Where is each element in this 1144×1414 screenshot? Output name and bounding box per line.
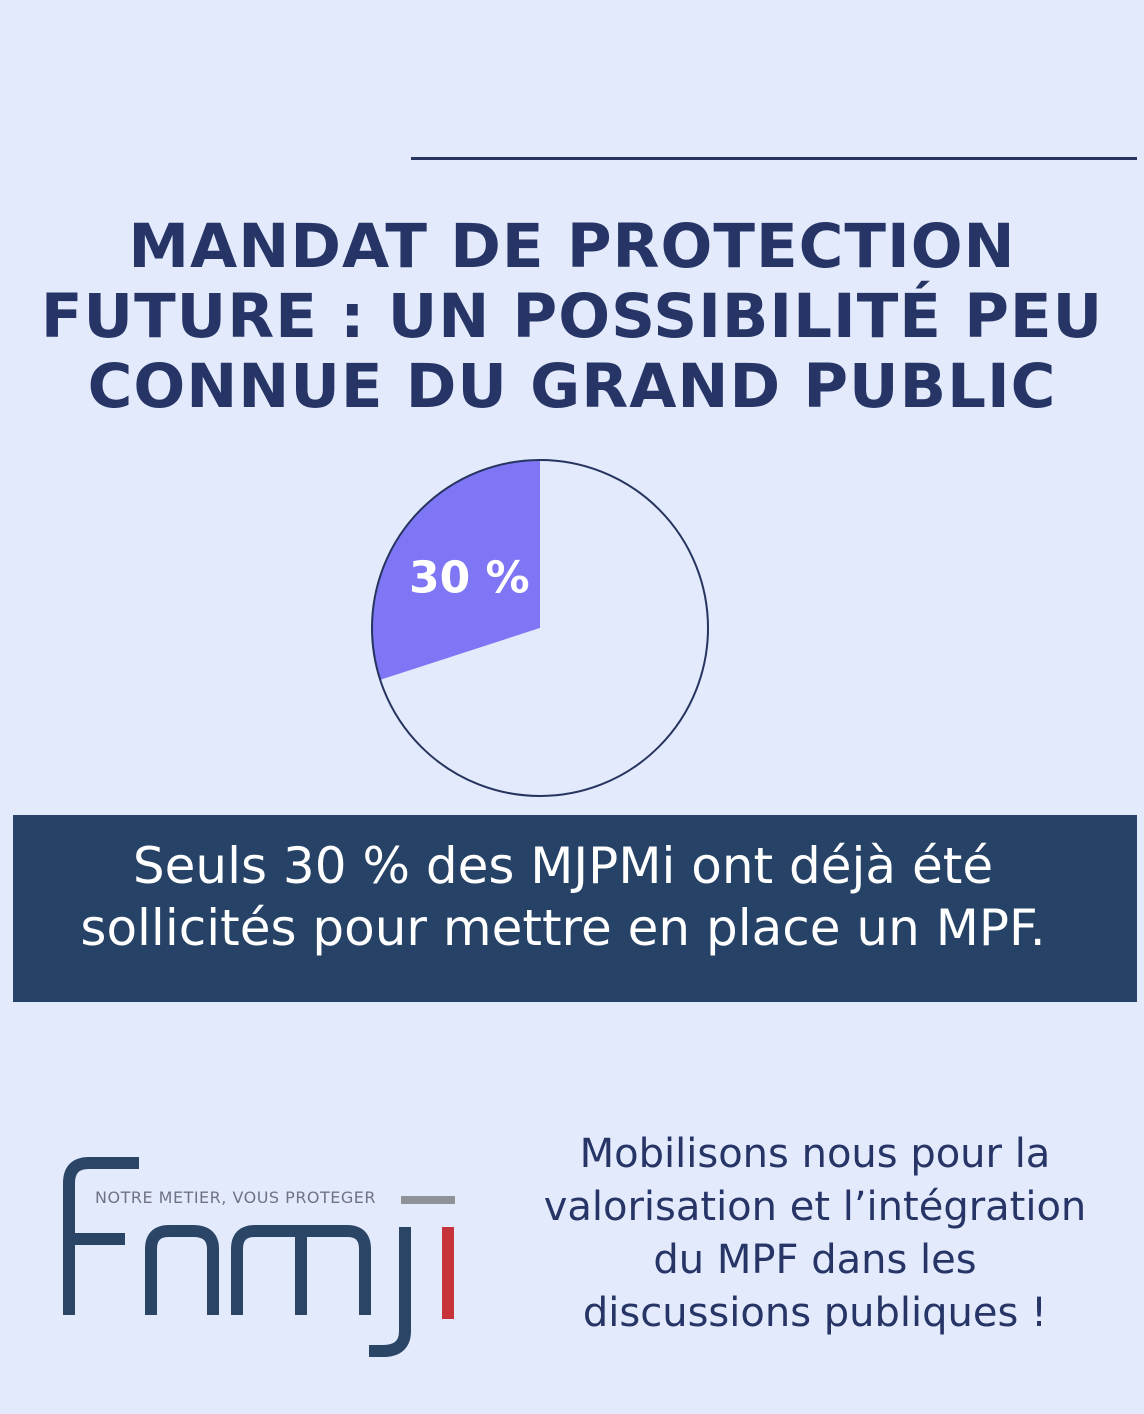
cta-line: du MPF dans les (653, 1237, 977, 1283)
call-to-action: Mobilisons nous pour la valorisation et … (505, 1128, 1125, 1340)
headline-line: FUTURE : UN POSSIBILITÉ PEU (40, 281, 1104, 352)
cta-line: Mobilisons nous pour la (579, 1131, 1051, 1177)
headline-line: CONNUE DU GRAND PUBLIC (87, 351, 1057, 422)
pie-chart: 30 % (371, 459, 709, 797)
top-divider-line (411, 157, 1137, 160)
stat-banner-line: Seuls 30 % des MJPMi ont déjà été (132, 837, 994, 895)
cta-line: discussions publiques ! (582, 1290, 1048, 1336)
stat-banner-text: Seuls 30 % des MJPMi ont déjà été sollic… (13, 835, 1113, 959)
cta-line: valorisation et l’intégration (543, 1184, 1087, 1230)
logo-tagline: NOTRE METIER, VOUS PROTEGER (95, 1188, 377, 1207)
fnmji-logo: NOTRE METIER, VOUS PROTEGER (55, 1155, 465, 1360)
headline-line: MANDAT DE PROTECTION (128, 211, 1016, 282)
stat-banner: Seuls 30 % des MJPMi ont déjà été sollic… (13, 815, 1137, 1002)
pie-slice-0 (371, 460, 540, 680)
stat-banner-line: sollicités pour mettre en place un MPF. (80, 899, 1046, 957)
pie-slice-1 (380, 460, 708, 796)
pie-slice-label: 30 % (409, 553, 530, 604)
headline: MANDAT DE PROTECTION FUTURE : UN POSSIBI… (40, 212, 1104, 422)
fnmji-logo-mark (63, 1157, 454, 1357)
logo-grey-bar (401, 1196, 455, 1204)
pie-outline (371, 459, 709, 797)
